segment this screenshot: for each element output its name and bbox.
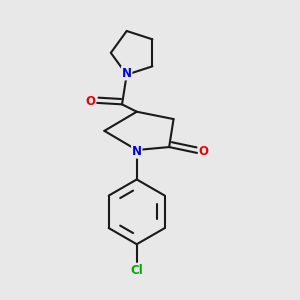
Text: N: N — [132, 145, 142, 158]
Text: O: O — [85, 95, 95, 108]
Text: Cl: Cl — [130, 264, 143, 277]
Text: O: O — [199, 145, 208, 158]
Text: N: N — [122, 67, 132, 80]
